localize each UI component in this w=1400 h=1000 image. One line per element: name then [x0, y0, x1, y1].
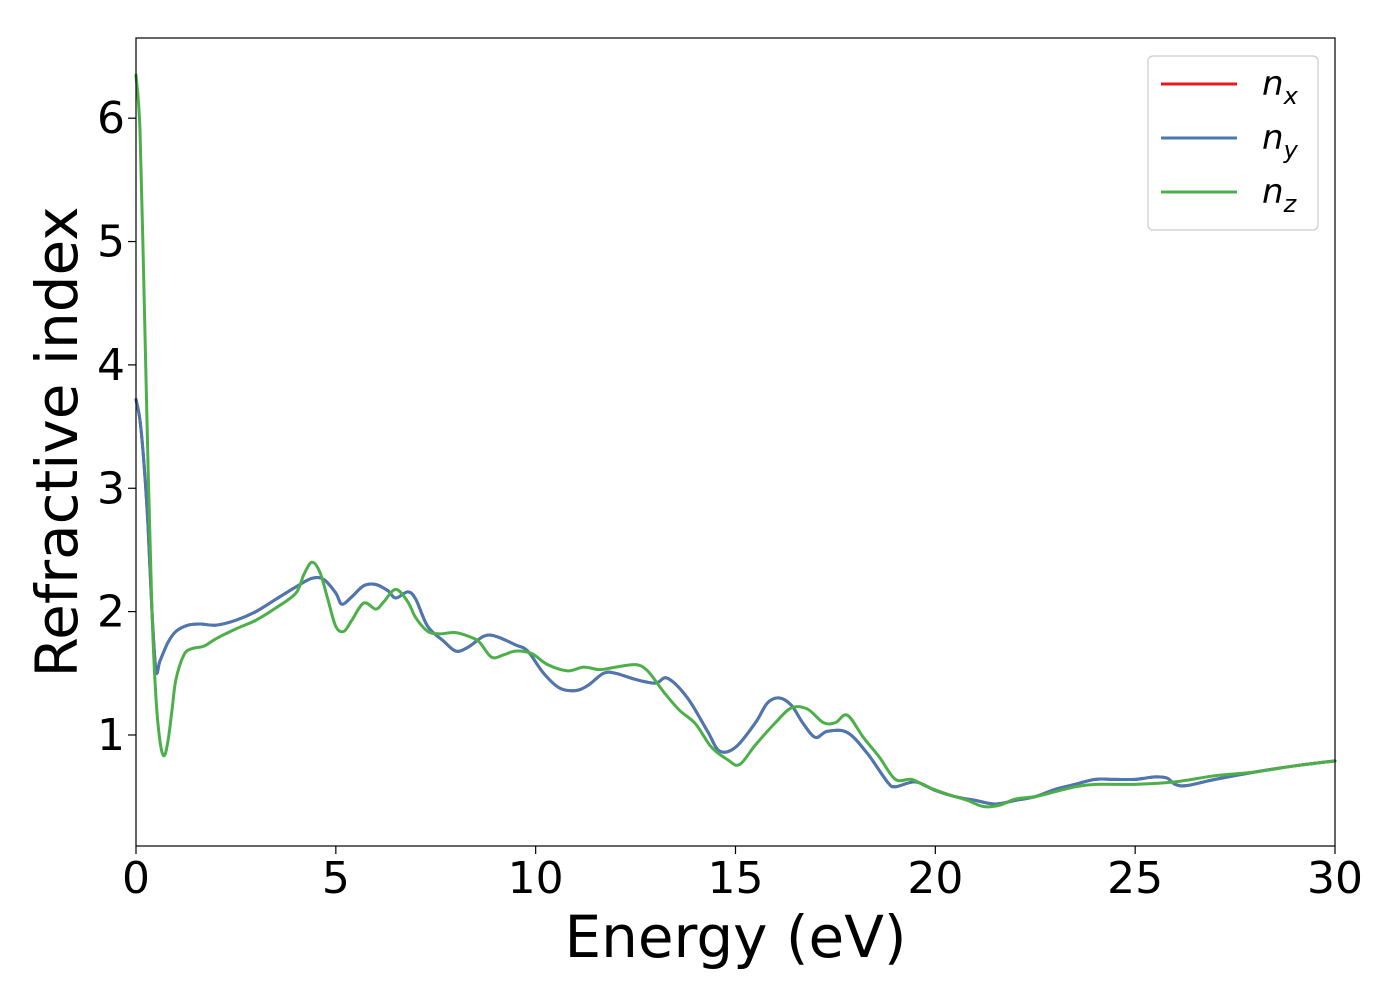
x-tick-label: 20	[907, 853, 963, 904]
series-layer	[134, 73, 1337, 809]
x-tick-label: 10	[508, 853, 564, 904]
x-tick-label: 15	[708, 853, 764, 904]
x-tick-label: 0	[122, 853, 150, 904]
legend: nx ny nz	[1147, 55, 1319, 231]
legend-label-n-y: ny	[1262, 118, 1299, 164]
y-axis-title: Refractive index	[23, 206, 91, 677]
y-tick-label: 4	[97, 340, 125, 391]
legend-box	[1147, 55, 1319, 231]
y-tick-label: 3	[97, 463, 125, 514]
legend-label-n-z: nz	[1262, 172, 1298, 218]
x-tick-label: 5	[322, 853, 350, 904]
y-tick-label: 6	[97, 93, 125, 144]
x-axis-ticks: 0 5 10 15 20 25 30	[122, 846, 1363, 904]
x-tick-label: 25	[1107, 853, 1163, 904]
series-line-n-z	[134, 73, 1337, 809]
y-tick-label: 5	[97, 217, 125, 268]
x-tick-label: 30	[1307, 853, 1363, 904]
y-tick-label: 2	[97, 587, 125, 638]
y-tick-label: 1	[97, 710, 125, 761]
legend-label-n-x: nx	[1262, 64, 1299, 110]
y-axis-ticks: 1 2 3 4 5 6	[97, 93, 136, 761]
x-axis-title: Energy (eV)	[564, 903, 906, 971]
